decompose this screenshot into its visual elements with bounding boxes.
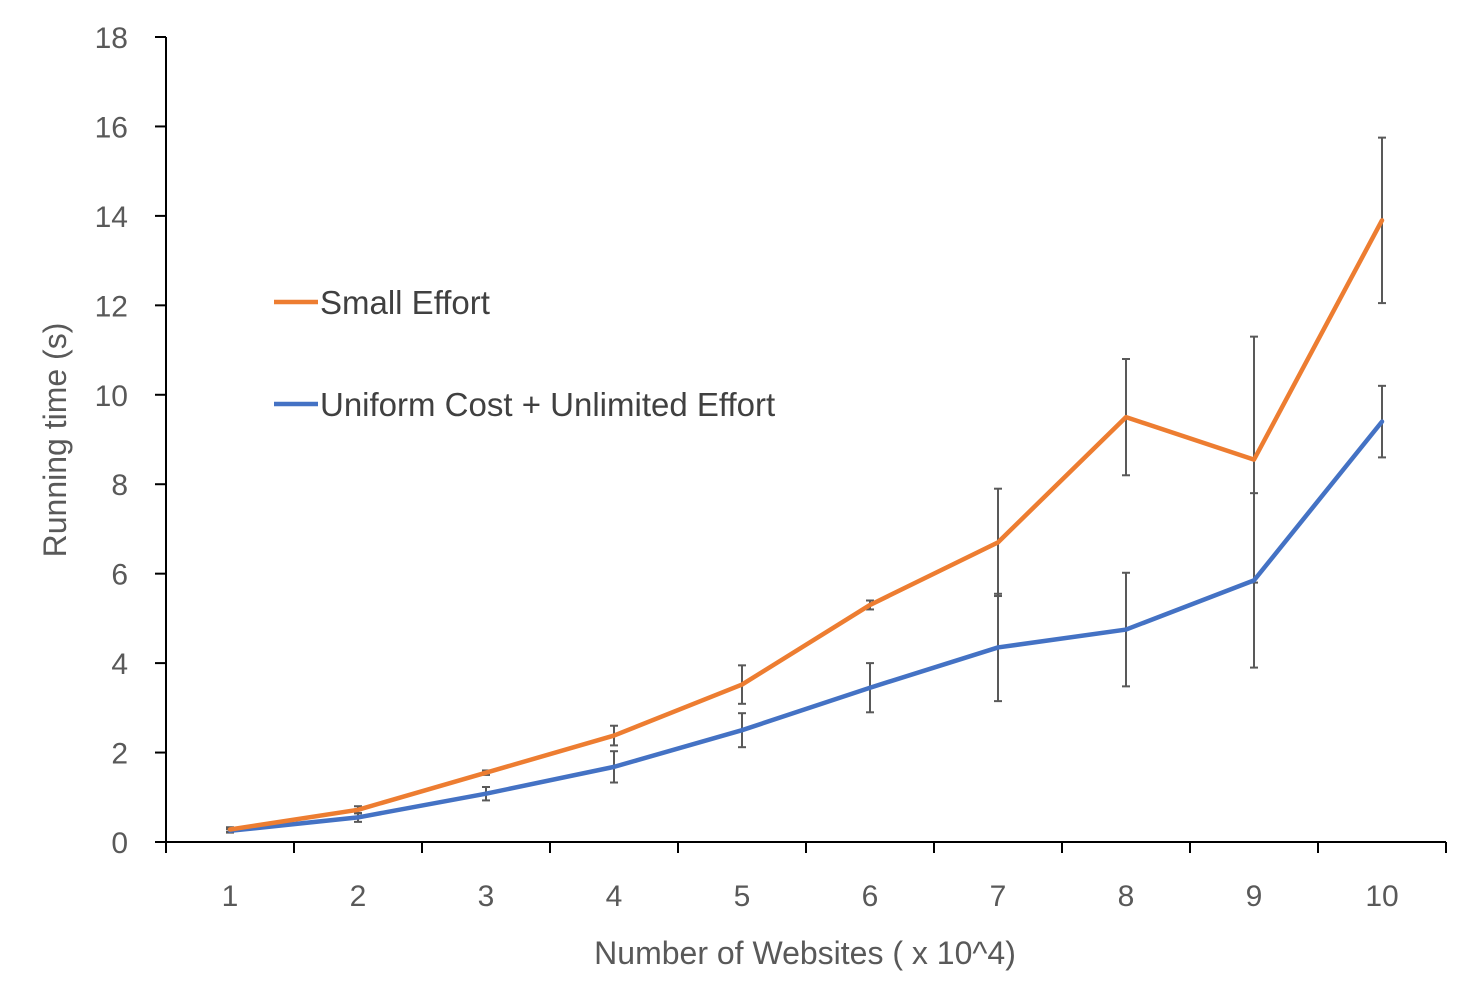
series-line-uniform-cost — [227, 419, 1385, 834]
error-bars — [226, 136, 1386, 834]
series-lines — [227, 218, 1385, 834]
y-tick-label: 16 — [95, 111, 128, 144]
x-tick-label: 1 — [222, 880, 239, 913]
y-tick-label: 10 — [95, 380, 128, 413]
x-tick-label: 7 — [990, 880, 1007, 913]
series-line-small-effort — [227, 218, 1385, 832]
x-tick-label: 6 — [862, 880, 879, 913]
y-tick-label: 14 — [95, 201, 128, 234]
x-tick-label: 10 — [1365, 880, 1398, 913]
y-tick-label: 2 — [111, 738, 128, 771]
y-tick-label: 18 — [95, 22, 128, 55]
x-tick-label: 5 — [734, 880, 751, 913]
legend-label: Uniform Cost + Unlimited Effort — [320, 386, 775, 423]
y-axis-title: Running time (s) — [37, 323, 73, 558]
x-tick-label: 8 — [1118, 880, 1135, 913]
x-axis-title: Number of Websites ( x 10^4) — [594, 935, 1016, 971]
legend: Small Effort Uniform Cost + Unlimited Eff… — [274, 284, 775, 423]
x-tick-label: 4 — [606, 880, 623, 913]
y-tick-label: 0 — [111, 827, 128, 860]
y-tick-label: 4 — [111, 648, 128, 681]
legend-label: Small Effort — [320, 284, 490, 321]
x-tick-label: 2 — [350, 880, 367, 913]
x-tick-label: 3 — [478, 880, 495, 913]
y-tick-label: 12 — [95, 290, 128, 323]
axes — [155, 36, 1447, 853]
y-tick-label: 8 — [111, 469, 128, 502]
x-tick-label: 9 — [1246, 880, 1263, 913]
y-tick-label: 6 — [111, 559, 128, 592]
